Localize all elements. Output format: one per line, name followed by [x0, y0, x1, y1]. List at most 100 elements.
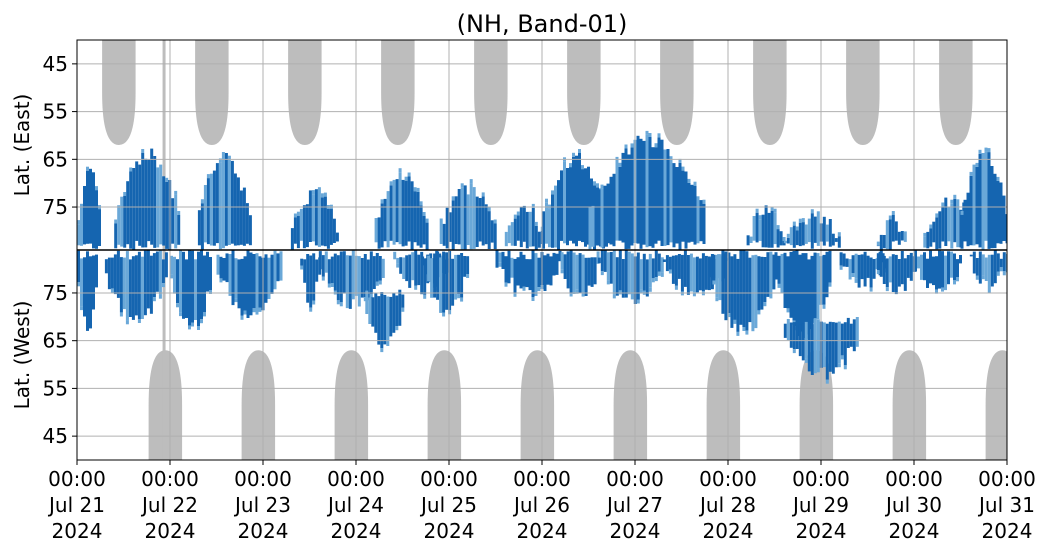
blue-column: [891, 254, 895, 292]
blue-column: [177, 215, 181, 245]
x-tick-label: 2024: [796, 519, 847, 543]
blue-column: [863, 251, 867, 287]
blue-column: [674, 255, 678, 286]
blue-column: [792, 251, 796, 321]
blue-column: [393, 251, 397, 260]
blue-column: [329, 208, 333, 245]
blue-fringe: [618, 162, 622, 167]
blue-column: [834, 322, 838, 368]
blue-column: [831, 233, 835, 246]
blue-column: [507, 250, 511, 284]
blue-column: [657, 253, 661, 272]
blue-column: [621, 259, 625, 298]
blue-fringe: [798, 218, 802, 223]
blue-fringe: [941, 287, 944, 292]
blue-column: [372, 256, 376, 289]
blue-fringe: [177, 211, 181, 215]
blue-column: [885, 258, 889, 288]
blue-fringe: [537, 287, 541, 292]
blue-fringe: [243, 310, 247, 315]
x-tick-label: 00:00: [513, 467, 571, 491]
blue-column: [98, 209, 101, 246]
blue-fringe: [309, 307, 313, 312]
blue-column: [839, 252, 843, 266]
blue-column: [578, 153, 581, 241]
blue-column: [528, 211, 532, 247]
blue-column: [1002, 252, 1006, 272]
blue-column: [368, 297, 372, 320]
blue-column: [360, 258, 364, 298]
blue-fringe: [681, 166, 685, 171]
blue-column: [624, 148, 628, 250]
blue-column: [537, 231, 541, 248]
blue-column: [469, 183, 473, 250]
blue-column: [770, 210, 774, 248]
blue-column: [399, 257, 403, 274]
blue-column: [490, 220, 494, 243]
blue-column: [609, 252, 613, 284]
blue-fringe: [752, 216, 756, 220]
blue-column: [242, 187, 246, 246]
blue-column: [531, 207, 535, 247]
blue-fringe: [792, 349, 796, 354]
blue-column: [699, 200, 703, 242]
blue-column: [648, 137, 652, 247]
blue-column: [306, 254, 310, 303]
blue-column: [715, 254, 719, 298]
blue-column: [119, 257, 123, 313]
blue-column: [227, 155, 231, 245]
blue-fringe: [203, 312, 206, 317]
blue-column: [669, 156, 673, 243]
blue-fringe: [413, 187, 417, 192]
blue-patch-west-19: [969, 250, 1007, 293]
blue-column: [938, 211, 942, 249]
blue-column: [727, 252, 731, 314]
blue-column: [159, 164, 163, 245]
blue-column: [828, 250, 832, 283]
blue-column: [648, 253, 652, 288]
blue-column: [542, 211, 545, 249]
blue-column: [831, 322, 835, 374]
blue-column: [519, 206, 523, 248]
blue-column: [668, 256, 672, 270]
x-tick-label: Jul 28: [698, 493, 756, 517]
blue-column: [767, 212, 771, 248]
blue-fringe: [516, 211, 520, 216]
blue-column: [857, 254, 861, 288]
blue-column: [789, 251, 793, 318]
blue-fringe: [152, 297, 156, 302]
blue-column: [276, 253, 280, 282]
blue-column: [417, 254, 421, 286]
blue-column: [597, 257, 601, 264]
blue-column: [693, 185, 697, 245]
blue-column: [233, 173, 237, 246]
blue-column: [436, 251, 440, 300]
blue-column: [569, 250, 573, 293]
blue-fringe: [442, 312, 446, 317]
blue-column: [966, 192, 970, 247]
blue-column: [888, 256, 892, 283]
blue-column: [801, 253, 805, 332]
blue-fringe: [702, 199, 706, 204]
blue-fringe: [560, 269, 564, 274]
blue-column: [941, 206, 945, 242]
blue-column: [745, 251, 749, 331]
blue-column: [990, 254, 994, 287]
blue-column: [381, 258, 385, 278]
blue-fringe: [258, 307, 262, 312]
blue-column: [548, 208, 551, 248]
blue-column: [299, 208, 303, 241]
blue-column: [463, 185, 467, 250]
blue-column: [733, 254, 737, 320]
blue-column: [141, 153, 145, 248]
blue-column: [215, 163, 219, 244]
blue-fringe: [219, 278, 223, 283]
blue-column: [179, 250, 182, 312]
blue-column: [375, 253, 379, 282]
blue-column: [683, 250, 687, 287]
blue-column: [95, 254, 98, 288]
blue-column: [252, 254, 256, 309]
blue-column: [104, 259, 108, 274]
blue-column: [243, 256, 247, 311]
blue-fringe: [401, 307, 405, 312]
